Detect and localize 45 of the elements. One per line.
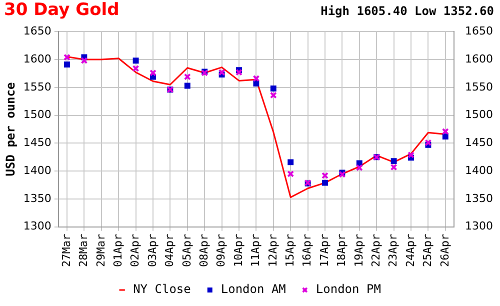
y-tick-label: 1600	[23, 52, 52, 66]
x-tick-label: 01Apr	[111, 234, 124, 268]
y-tick-label: 1500	[23, 108, 52, 122]
chart-subtitle: High 1605.40 Low 1352.60	[320, 4, 494, 18]
x-tick-label: 28Mar	[77, 234, 90, 268]
y-tick-label: 1550	[23, 80, 52, 94]
y2-tick-label: 1450	[465, 136, 494, 150]
x-tick-label: 10Apr	[232, 234, 245, 268]
x-tick-label: 09Apr	[214, 234, 228, 268]
x-tick-label: 17Apr	[318, 234, 331, 268]
x-tick-label: 29Mar	[94, 234, 108, 268]
legend-label: London PM	[316, 282, 381, 296]
y2-tick-label: 1600	[465, 52, 494, 66]
x-tick-label: 11Apr	[249, 234, 262, 268]
x-tick-label: 12Apr	[266, 234, 280, 268]
x-tick-label: 04Apr	[163, 234, 176, 268]
x-tick-label: 23Apr	[386, 234, 400, 268]
x-tick-label: 26Apr	[438, 234, 452, 268]
legend-label: NY Close	[133, 282, 191, 296]
y-tick-label: 1650	[23, 24, 52, 38]
y2-tick-label: 1550	[465, 80, 494, 94]
legend-label: London AM	[220, 282, 286, 296]
y2-tick-label: 1400	[465, 164, 494, 177]
x-tick-label: 19Apr	[352, 234, 366, 268]
chart-title: 30 Day Gold	[4, 0, 120, 20]
y-tick-label: 1350	[23, 192, 52, 205]
y-tick-label: 1300	[23, 220, 52, 233]
x-tick-label: 16Apr	[300, 234, 314, 268]
x-tick-label: 15Apr	[283, 234, 296, 268]
x-tick-label: 25Apr	[421, 234, 434, 268]
x-tick-label: 05Apr	[180, 234, 194, 268]
y-tick-label: 1450	[23, 136, 52, 150]
x-tick-label: 24Apr	[404, 234, 417, 268]
y2-tick-label: 1650	[465, 24, 494, 38]
x-tick-label: 03Apr	[146, 234, 159, 268]
x-tick-label: 02Apr	[128, 234, 142, 268]
y-axis-title: USD per ounce	[3, 82, 18, 176]
y2-tick-label: 1500	[465, 108, 494, 122]
y2-tick-label: 1350	[465, 192, 494, 205]
x-tick-label: 22Apr	[369, 234, 382, 268]
x-tick-label: 27Mar	[60, 234, 73, 268]
y2-tick-label: 1300	[465, 220, 494, 233]
y-tick-label: 1400	[23, 164, 52, 177]
x-tick-label: 18Apr	[335, 234, 348, 268]
x-tick-label: 08Apr	[197, 234, 210, 268]
